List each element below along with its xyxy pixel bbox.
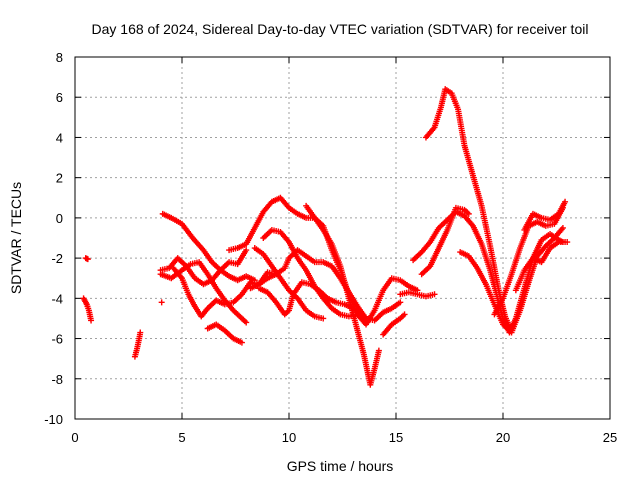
data-point <box>243 319 250 326</box>
y-tick-label: -10 <box>44 412 63 427</box>
x-tick-label: 0 <box>71 430 78 445</box>
x-axis-label: GPS time / hours <box>287 458 394 474</box>
data-point <box>137 329 144 336</box>
series-sat-h <box>170 265 280 320</box>
data-point <box>559 224 566 231</box>
x-tick-label: 5 <box>178 430 185 445</box>
data-point <box>562 198 569 205</box>
x-tick-label: 20 <box>496 430 510 445</box>
axis-ticks: 0 5 10 15 20 25 -10 -8 -6 -4 -2 0 2 4 6 8 <box>44 50 617 445</box>
series-sat-j <box>226 194 421 328</box>
chart-title: Day 168 of 2024, Sidereal Day-to-day VTE… <box>92 21 589 37</box>
y-tick-label: 8 <box>56 50 63 65</box>
data-point <box>363 315 370 322</box>
data-point <box>84 256 91 263</box>
series-sat-v <box>491 204 566 318</box>
series-sat-a <box>80 295 95 324</box>
y-tick-label: -6 <box>51 332 63 347</box>
series-sat-o <box>303 202 382 388</box>
series-sat-d <box>158 299 165 306</box>
series-sat-m <box>260 226 370 322</box>
data-point <box>397 299 404 306</box>
series-sat-c <box>131 329 144 360</box>
series-sat-r <box>410 208 566 336</box>
series-sat-t <box>422 86 513 330</box>
series-sat-e <box>159 210 258 284</box>
y-axis-label: SDTVAR / TECUs <box>8 182 24 294</box>
data-point <box>88 317 95 324</box>
y-tick-label: -4 <box>51 291 63 306</box>
y-tick-label: -2 <box>51 251 63 266</box>
series-sat-i <box>204 321 245 346</box>
plot-border <box>74 56 611 420</box>
y-tick-label: 6 <box>56 90 63 105</box>
x-tick-label: 15 <box>389 430 403 445</box>
data-point <box>465 210 472 217</box>
series-sat-p <box>380 311 408 338</box>
x-tick-label: 25 <box>603 430 617 445</box>
data-point <box>243 247 250 254</box>
grid-lines <box>75 57 610 419</box>
series-sat-q <box>397 289 438 300</box>
data-series-group <box>80 86 571 388</box>
data-point <box>320 315 327 322</box>
y-tick-label: 2 <box>56 171 63 186</box>
x-tick-label: 10 <box>282 430 296 445</box>
data-point <box>431 291 438 298</box>
series-sat-x <box>521 198 569 233</box>
y-tick-label: 0 <box>56 211 63 226</box>
plot-frame <box>74 56 611 420</box>
data-point <box>564 239 571 246</box>
data-point <box>158 299 165 306</box>
series-sat-w <box>512 239 571 294</box>
series-sat-n <box>251 245 327 322</box>
data-point <box>238 339 245 346</box>
series-sat-g <box>157 247 250 288</box>
data-point <box>375 347 382 354</box>
y-tick-label: -8 <box>51 372 63 387</box>
data-point <box>401 311 408 318</box>
series-sat-s <box>418 204 472 278</box>
y-tick-label: 4 <box>56 130 63 145</box>
series-sat-b <box>82 255 91 263</box>
